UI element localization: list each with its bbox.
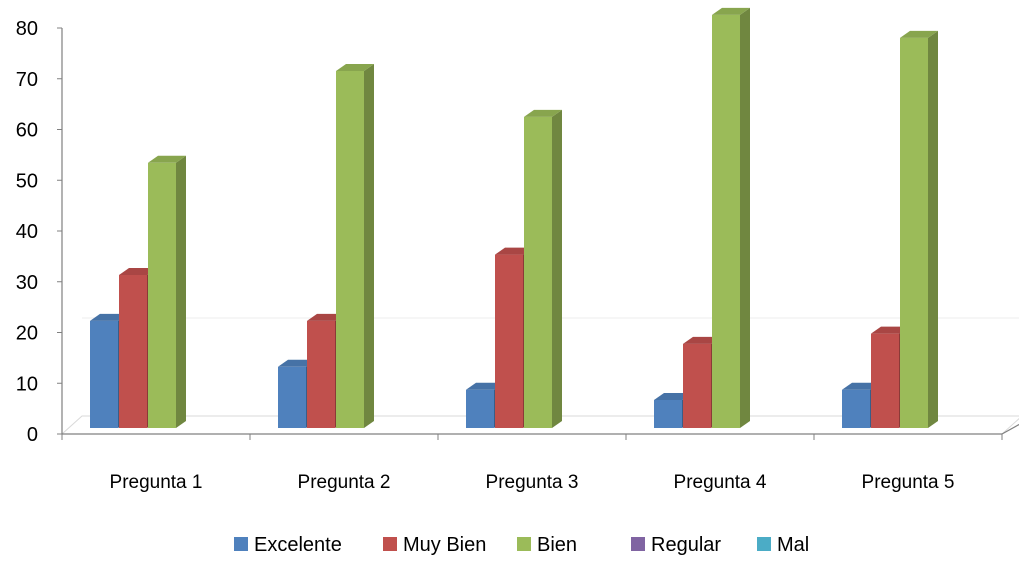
bar-bien xyxy=(712,7,750,429)
x-category-label: Pregunta 1 xyxy=(110,472,203,493)
legend-label: Mal xyxy=(777,534,809,556)
y-tick-label: 70 xyxy=(16,69,38,91)
x-category-label: Pregunta 5 xyxy=(862,472,955,493)
y-tick-label: 0 xyxy=(27,424,38,446)
y-tick-label: 50 xyxy=(16,170,38,192)
y-tick-label: 20 xyxy=(16,323,38,345)
axes xyxy=(57,27,1019,440)
y-tick-label: 60 xyxy=(16,120,38,142)
bars xyxy=(90,7,938,429)
legend-item-bien: Bien xyxy=(517,534,577,556)
legend-item-regular: Regular xyxy=(631,534,721,556)
x-category-labels: Pregunta 1 Pregunta 2 Pregunta 3 Pregunta 4… xyxy=(110,472,955,493)
x-category-label: Pregunta 2 xyxy=(298,472,391,493)
legend-item-muy-bien: Muy Bien xyxy=(383,534,486,556)
y-tick-label: 40 xyxy=(16,221,38,243)
legend-label: Regular xyxy=(651,534,721,556)
legend-label: Bien xyxy=(537,534,577,556)
legend-swatch xyxy=(234,537,248,551)
x-axis-depth-line xyxy=(1001,423,1019,435)
legend-item-excelente: Excelente xyxy=(234,534,342,556)
legend-swatch xyxy=(631,537,645,551)
bar-bien xyxy=(524,109,562,429)
y-tick-labels: 0 10 20 30 40 50 60 70 80 xyxy=(16,18,38,446)
legend-label: Muy Bien xyxy=(403,534,486,556)
legend-swatch xyxy=(757,537,771,551)
legend-label: Excelente xyxy=(254,534,342,556)
legend-swatch xyxy=(517,537,531,551)
x-category-label: Pregunta 4 xyxy=(674,472,767,493)
y-tick-label: 30 xyxy=(16,272,38,294)
legend: Excelente Muy Bien Bien Regular Mal xyxy=(234,534,809,556)
bar-bien xyxy=(148,155,186,429)
legend-item-mal: Mal xyxy=(757,534,809,556)
y-tick-label: 80 xyxy=(16,18,38,40)
x-category-label: Pregunta 3 xyxy=(486,472,579,493)
bar-bien xyxy=(336,64,374,428)
bar-bien xyxy=(900,30,938,428)
legend-swatch xyxy=(383,537,397,551)
y-tick-label: 10 xyxy=(16,373,38,395)
